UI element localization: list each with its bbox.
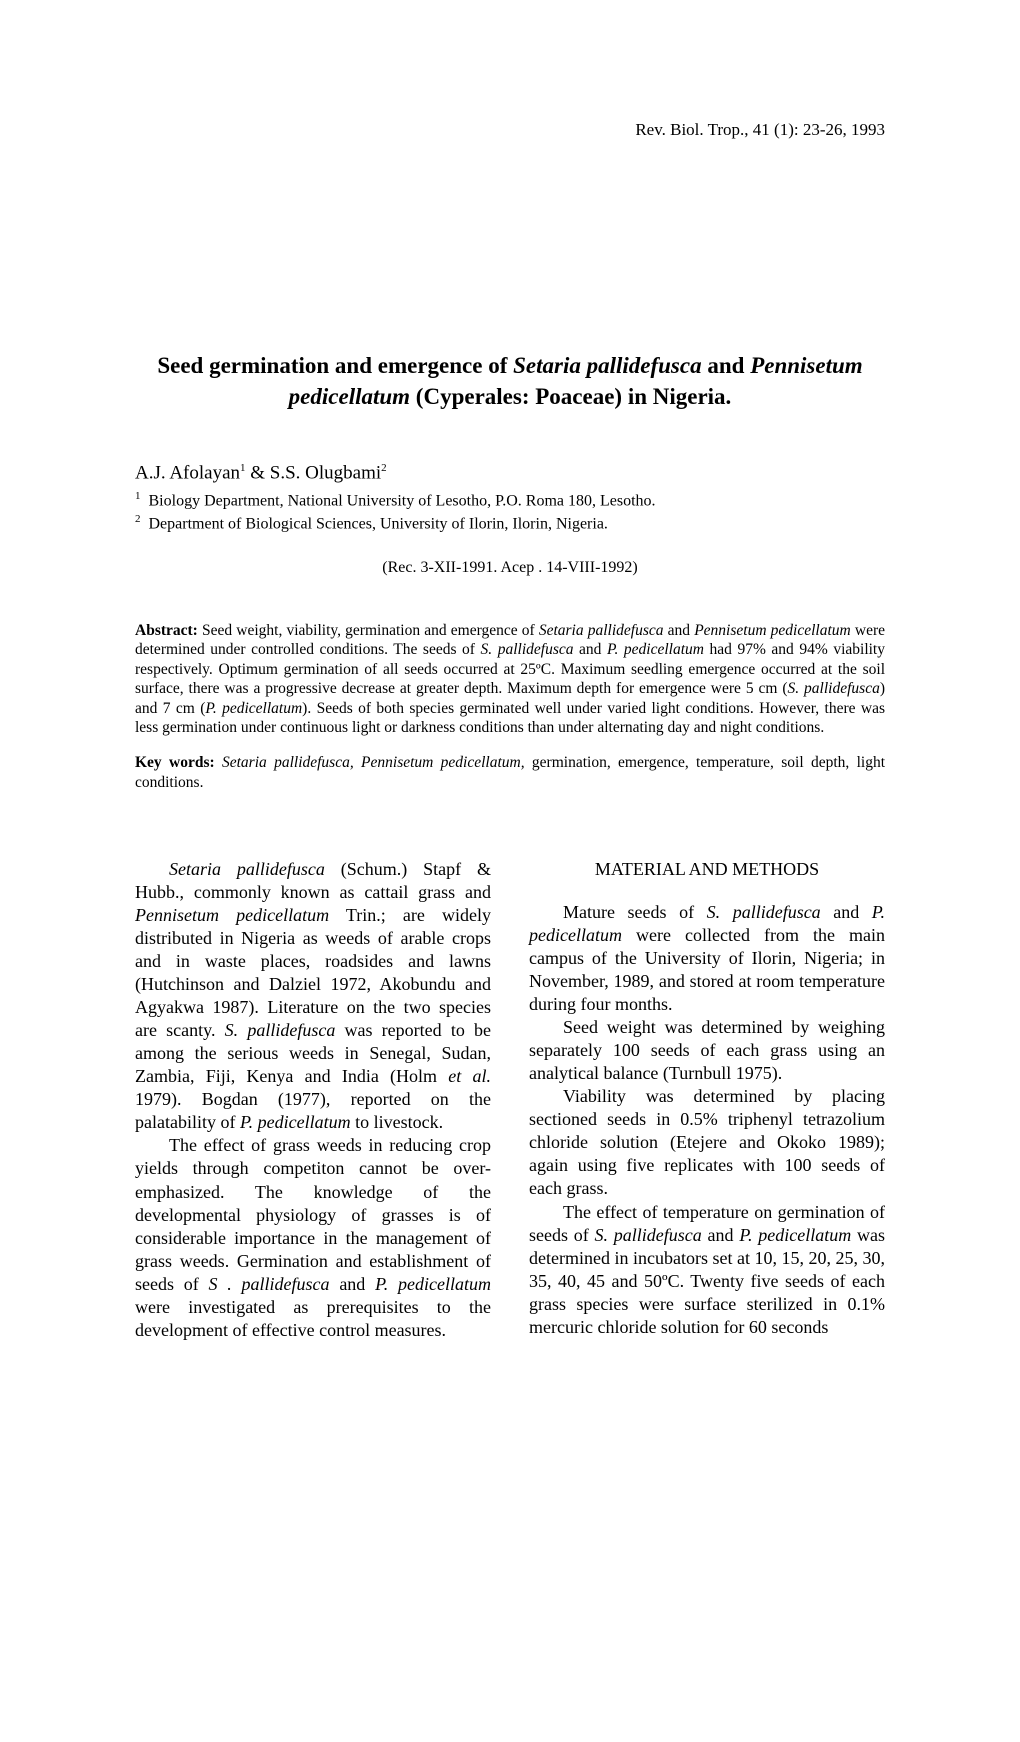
manuscript-dates: (Rec. 3-XII-1991. Acep . 14-VIII-1992) [135, 559, 885, 577]
authors: A.J. Afolayan1 & S.S. Olugbami2 [135, 462, 885, 484]
right-column: MATERIAL AND METHODS Mature seeds of S. … [529, 858, 885, 1342]
affiliation-text: Biology Department, National University … [149, 493, 656, 510]
keywords: Key words: Setaria pallidefusca, Pennise… [135, 753, 885, 792]
intro-para-1: Setaria pallidefusca (Schum.) Stapf & Hu… [135, 858, 491, 1134]
article-title: Seed germination and emergence of Setari… [135, 350, 885, 412]
abstract-label: Abstract: [135, 622, 198, 639]
abstract: Abstract: Seed weight, viability, germin… [135, 621, 885, 737]
methods-para-4: The effect of temperature on germination… [529, 1201, 885, 1339]
methods-para-1: Mature seeds of S. pallidefusca and P. p… [529, 901, 885, 1016]
abstract-text: Seed weight, viability, germination and … [135, 622, 885, 736]
affiliation-text: Department of Biological Sciences, Unive… [149, 515, 608, 532]
keywords-text: Setaria pallidefusca, Pennisetum pedicel… [135, 754, 885, 790]
methods-para-2: Seed weight was determined by weighing s… [529, 1016, 885, 1085]
methods-para-3: Viability was determined by placing sect… [529, 1085, 885, 1200]
page: Rev. Biol. Trop., 41 (1): 23-26, 1993 Se… [0, 0, 1020, 1742]
body-columns: Setaria pallidefusca (Schum.) Stapf & Hu… [135, 858, 885, 1342]
intro-para-2: The effect of grass weeds in reducing cr… [135, 1134, 491, 1341]
keywords-label: Key words: [135, 754, 215, 771]
affiliation-marker: 1 [135, 490, 141, 502]
section-heading-methods: MATERIAL AND METHODS [529, 858, 885, 881]
left-column: Setaria pallidefusca (Schum.) Stapf & Hu… [135, 858, 491, 1342]
affiliation-marker: 2 [135, 513, 141, 525]
affiliation-2: 2 Department of Biological Sciences, Uni… [135, 513, 885, 533]
journal-reference: Rev. Biol. Trop., 41 (1): 23-26, 1993 [135, 120, 885, 140]
affiliation-1: 1 Biology Department, National Universit… [135, 490, 885, 510]
